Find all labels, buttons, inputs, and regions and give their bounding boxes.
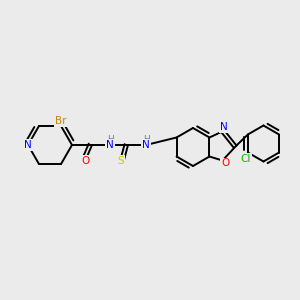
Text: N: N (220, 122, 227, 133)
Text: N: N (24, 140, 32, 150)
Text: Br: Br (55, 116, 67, 126)
Text: O: O (81, 156, 89, 166)
Text: H: H (142, 136, 149, 145)
Text: Cl: Cl (241, 154, 251, 164)
Text: N: N (106, 140, 114, 150)
Text: S: S (118, 156, 124, 166)
Text: N: N (142, 140, 150, 150)
Text: O: O (221, 158, 230, 169)
Text: H: H (106, 136, 113, 145)
